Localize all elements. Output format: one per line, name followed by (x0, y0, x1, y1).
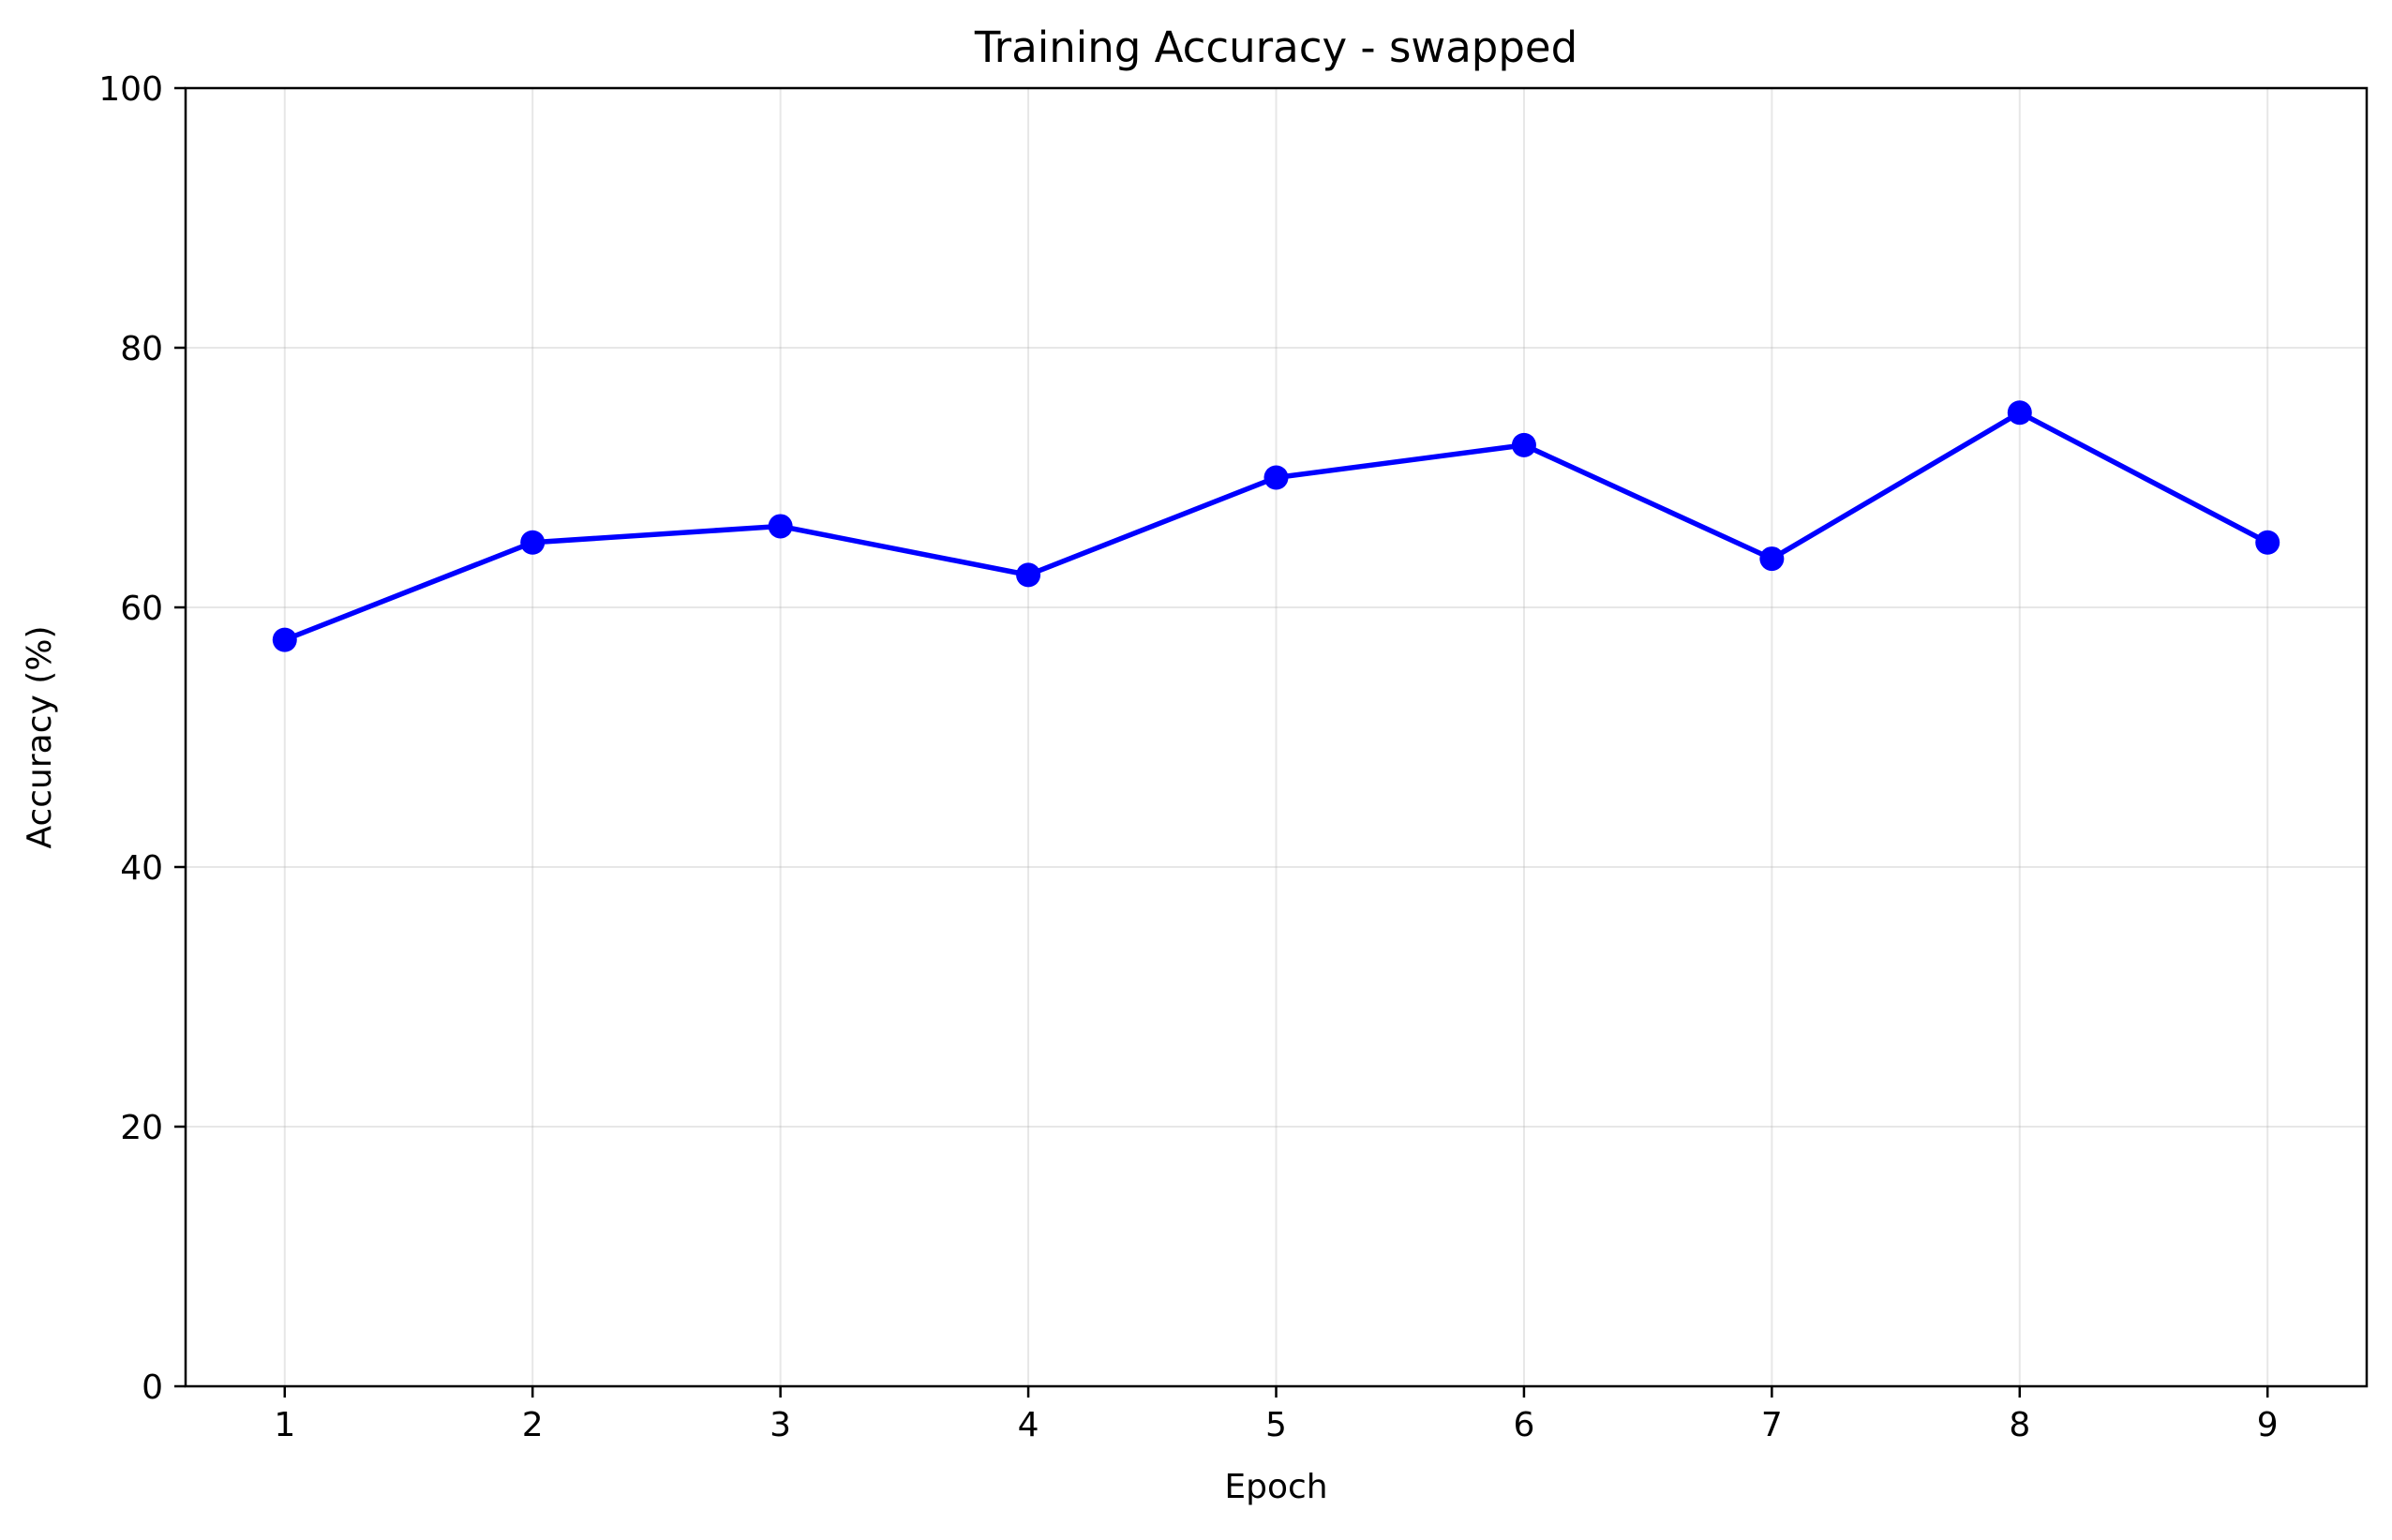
x-tick-label: 7 (1761, 1406, 1783, 1444)
x-tick-label: 6 (1513, 1406, 1534, 1444)
x-tick-label: 5 (1265, 1406, 1287, 1444)
y-tick-label: 100 (98, 70, 163, 109)
series-layer (272, 400, 2280, 652)
data-point (1263, 465, 1289, 490)
chart-title: Training Accuracy - swapped (974, 22, 1577, 72)
y-axis-label: Accuracy (%) (21, 625, 59, 848)
x-tick-label: 4 (1018, 1406, 1039, 1444)
x-tick-label: 1 (274, 1406, 295, 1444)
y-tick-label: 60 (120, 590, 163, 628)
data-point (2007, 400, 2032, 426)
x-tick-label: 2 (522, 1406, 544, 1444)
y-tick-label: 0 (142, 1368, 163, 1407)
ticks: 1 2 3 4 5 6 7 8 9 0 20 40 60 80 100 (98, 70, 2278, 1444)
data-point (1016, 562, 1041, 588)
y-tick-label: 80 (120, 330, 163, 368)
x-tick-label: 9 (2257, 1406, 2279, 1444)
y-tick-label: 20 (120, 1109, 163, 1147)
data-point (272, 627, 297, 652)
data-point (520, 530, 546, 555)
data-point (2255, 530, 2280, 555)
x-tick-label: 3 (770, 1406, 791, 1444)
data-point (768, 514, 793, 539)
x-axis-label: Epoch (1224, 1468, 1327, 1506)
data-point (1511, 432, 1536, 457)
data-point (1759, 546, 1785, 572)
x-tick-label: 8 (2009, 1406, 2030, 1444)
y-tick-label: 40 (120, 849, 163, 888)
